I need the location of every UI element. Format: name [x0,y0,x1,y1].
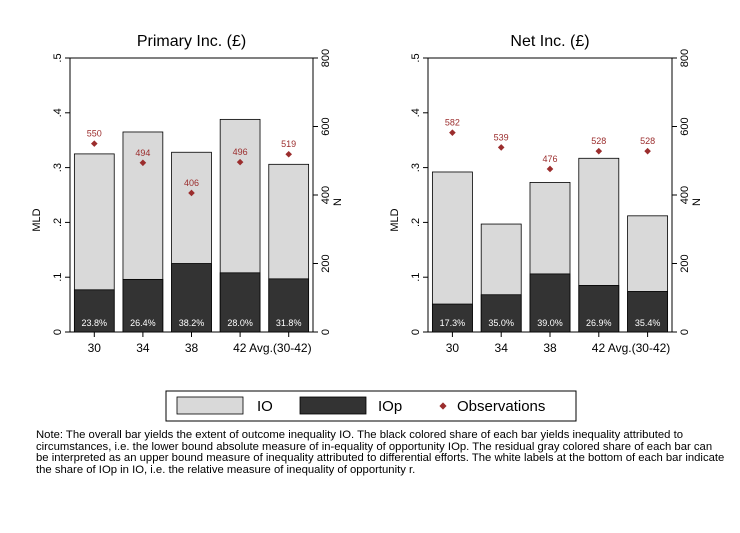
figure: Primary Inc. (£) .5 .4 .3 .2 .1 0 MLD 800 600 400 2… [31,33,703,422]
x-tick-label: Avg.(30-42) [608,341,670,355]
y2-tick-label: 800 [320,49,332,67]
x-tick-label: 42 [592,341,608,355]
observation-marker [236,158,244,166]
legend-marker-observations [439,402,447,410]
share-label: 26.4% [130,318,156,328]
bar-iop [480,294,522,333]
observation-marker [644,147,651,155]
x-tick-label-group: 42 Avg.(30-42) [233,341,312,355]
y-tick-label: .3 [52,163,64,172]
bar-iop [431,303,473,333]
share-label: 26.9% [586,318,612,328]
legend-swatch-io [176,396,244,415]
y-tick-label: .1 [410,273,422,282]
bar-iop [73,289,115,333]
share-label: 38.2% [179,318,205,328]
bar-iop [578,285,620,333]
observation-marker [188,189,195,197]
legend: IO IOp Observations [165,390,577,422]
figure-note: Note: The overall bar yields the extent … [36,429,725,476]
y-tick-label: .5 [52,53,64,62]
y2-tick-label: 600 [320,117,332,135]
y2-tick-label: 200 [679,254,691,272]
observation-label: 494 [135,148,150,158]
y-tick-label: .5 [410,53,422,62]
share-label: 28.0% [227,318,253,328]
observation-label: 539 [494,132,509,142]
y2-axis-label: N [332,198,344,206]
y2-tick-label: 800 [679,49,691,67]
observation-marker [285,150,292,158]
y-tick-label: 0 [410,329,422,335]
observation-marker [546,165,554,173]
observation-label: 528 [591,136,606,146]
y2-tick-label: 600 [679,117,691,135]
legend-label-io: IO [257,398,273,415]
y-tick-label: .2 [410,218,422,227]
x-tick-label: 34 [495,341,509,355]
chart-title: Primary Inc. (£) [137,33,246,50]
observation-label: 582 [445,118,460,128]
panel-net-income: Net Inc. (£) .5 .4 .3 .2 .1 0 MLD 800 600 400 200 0 N… [389,33,703,355]
observation-marker [91,140,98,147]
x-tick-label: Avg.(30-42) [249,341,311,355]
y-tick-label: .1 [52,273,64,282]
observation-marker [497,144,505,151]
share-label: 39.0% [537,318,563,328]
y2-tick-label: 200 [320,254,332,272]
y-axis-label: MLD [31,208,43,231]
bar-iop [219,272,261,333]
legend-swatch-iop [299,396,367,415]
legend-label-observations: Observations [457,398,545,415]
y2-tick-label: 0 [679,329,691,335]
bar-iop [268,278,310,333]
share-label: 23.8% [82,318,108,328]
x-tick-label: 30 [88,341,102,355]
bar-iop [529,273,571,333]
x-tick-label: 30 [446,341,460,355]
observation-label: 519 [281,139,296,149]
observation-marker [595,147,603,155]
y-tick-label: .3 [410,163,422,172]
legend-label-iop: IOp [378,398,402,415]
share-label: 35.4% [635,318,661,328]
observation-label: 550 [87,129,102,139]
observation-marker [449,129,456,136]
y2-tick-label: 0 [320,329,332,335]
panel-primary-income: Primary Inc. (£) .5 .4 .3 .2 .1 0 MLD 800 600 400 2… [31,33,344,355]
y-tick-label: .4 [52,108,64,117]
y-tick-label: .4 [410,108,422,117]
x-tick-label: 42 [233,341,249,355]
chart-title: Net Inc. (£) [510,33,589,50]
y-axis-label: MLD [389,208,401,231]
observation-marker [139,159,147,167]
x-tick-label: 34 [136,341,150,355]
observation-label: 406 [184,178,199,188]
y2-tick-label: 400 [679,186,691,204]
y2-tick-label: 400 [320,186,332,204]
y2-axis-label: N [691,198,703,206]
x-tick-label: 38 [543,341,557,355]
x-tick-label: 38 [185,341,199,355]
share-label: 17.3% [440,318,466,328]
observation-label: 496 [233,147,248,157]
observation-label: 476 [542,154,557,164]
y-tick-label: .2 [52,218,64,227]
x-tick-label-group: 42 Avg.(30-42) [592,341,671,355]
share-label: 31.8% [276,318,302,328]
share-label: 35.0% [488,318,514,328]
observation-label: 528 [640,136,655,146]
y-tick-label: 0 [52,329,64,335]
